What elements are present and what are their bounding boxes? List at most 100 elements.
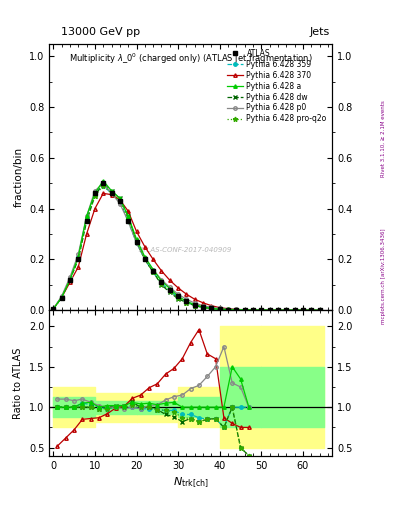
Pythia 6.428 pro-q2o bbox=[126, 216, 130, 222]
Pythia 6.428 370 bbox=[134, 228, 139, 234]
Pythia 6.428 359 bbox=[259, 307, 264, 313]
Pythia 6.428 p0 bbox=[309, 307, 314, 313]
Pythia 6.428 p0 bbox=[251, 307, 255, 313]
Pythia 6.428 a bbox=[92, 190, 97, 197]
Pythia 6.428 359 bbox=[126, 218, 130, 224]
Pythia 6.428 359 bbox=[251, 307, 255, 313]
Pythia 6.428 a bbox=[51, 306, 56, 312]
ATLAS bbox=[76, 257, 81, 263]
Pythia 6.428 p0 bbox=[301, 307, 305, 313]
Pythia 6.428 370 bbox=[251, 307, 255, 313]
Pythia 6.428 359 bbox=[143, 257, 147, 263]
Pythia 6.428 370 bbox=[259, 307, 264, 313]
Pythia 6.428 359 bbox=[209, 306, 214, 312]
Line: ATLAS: ATLAS bbox=[51, 181, 322, 313]
Pythia 6.428 a bbox=[167, 286, 172, 292]
ATLAS bbox=[201, 304, 206, 310]
Pythia 6.428 359 bbox=[284, 307, 289, 313]
Pythia 6.428 370 bbox=[284, 307, 289, 313]
ATLAS bbox=[134, 239, 139, 245]
Pythia 6.428 370 bbox=[184, 291, 189, 297]
Pythia 6.428 359 bbox=[176, 294, 180, 301]
Pythia 6.428 370 bbox=[143, 244, 147, 250]
Pythia 6.428 a bbox=[234, 307, 239, 313]
Pythia 6.428 370 bbox=[118, 197, 122, 203]
Pythia 6.428 dw bbox=[267, 307, 272, 313]
Pythia 6.428 a bbox=[151, 267, 156, 273]
Pythia 6.428 359 bbox=[109, 190, 114, 197]
Pythia 6.428 dw bbox=[59, 294, 64, 301]
Pythia 6.428 dw bbox=[251, 307, 255, 313]
Pythia 6.428 p0 bbox=[217, 305, 222, 311]
Pythia 6.428 a bbox=[59, 294, 64, 301]
ATLAS bbox=[143, 257, 147, 263]
Pythia 6.428 pro-q2o bbox=[76, 257, 81, 263]
Pythia 6.428 pro-q2o bbox=[118, 198, 122, 204]
Pythia 6.428 dw bbox=[209, 306, 214, 312]
Pythia 6.428 pro-q2o bbox=[259, 307, 264, 313]
Y-axis label: Ratio to ATLAS: Ratio to ATLAS bbox=[13, 347, 23, 419]
Line: Pythia 6.428 a: Pythia 6.428 a bbox=[51, 179, 321, 312]
Pythia 6.428 dw bbox=[184, 300, 189, 306]
Pythia 6.428 pro-q2o bbox=[143, 257, 147, 263]
Pythia 6.428 pro-q2o bbox=[184, 300, 189, 306]
Line: Pythia 6.428 370: Pythia 6.428 370 bbox=[51, 191, 321, 312]
Pythia 6.428 dw bbox=[234, 307, 239, 313]
ATLAS bbox=[292, 307, 297, 313]
Pythia 6.428 a bbox=[201, 304, 206, 310]
Pythia 6.428 359 bbox=[217, 306, 222, 312]
Pythia 6.428 359 bbox=[301, 307, 305, 313]
Pythia 6.428 370 bbox=[217, 305, 222, 311]
Pythia 6.428 dw bbox=[51, 306, 56, 312]
Line: Pythia 6.428 p0: Pythia 6.428 p0 bbox=[51, 181, 321, 312]
ATLAS bbox=[251, 307, 255, 313]
Pythia 6.428 p0 bbox=[134, 240, 139, 246]
Pythia 6.428 a bbox=[226, 306, 230, 312]
Pythia 6.428 p0 bbox=[292, 307, 297, 313]
Pythia 6.428 359 bbox=[292, 307, 297, 313]
Pythia 6.428 pro-q2o bbox=[68, 276, 72, 283]
X-axis label: $N_{\rm{trk[ch]}}$: $N_{\rm{trk[ch]}}$ bbox=[173, 476, 208, 490]
Pythia 6.428 dw bbox=[134, 239, 139, 245]
Pythia 6.428 dw bbox=[68, 276, 72, 283]
Pythia 6.428 p0 bbox=[101, 180, 106, 186]
Pythia 6.428 dw bbox=[317, 307, 322, 313]
Pythia 6.428 pro-q2o bbox=[209, 306, 214, 312]
Pythia 6.428 a bbox=[209, 305, 214, 311]
Pythia 6.428 359 bbox=[193, 302, 197, 308]
Pythia 6.428 370 bbox=[317, 307, 322, 313]
Pythia 6.428 dw bbox=[275, 307, 280, 313]
Pythia 6.428 370 bbox=[151, 257, 156, 263]
Pythia 6.428 a bbox=[184, 298, 189, 305]
ATLAS bbox=[242, 307, 247, 313]
Pythia 6.428 p0 bbox=[118, 201, 122, 207]
Pythia 6.428 dw bbox=[176, 296, 180, 302]
Pythia 6.428 pro-q2o bbox=[151, 269, 156, 275]
Pythia 6.428 dw bbox=[226, 307, 230, 313]
Pythia 6.428 370 bbox=[242, 307, 247, 313]
Pythia 6.428 359 bbox=[201, 304, 206, 310]
Pythia 6.428 dw bbox=[118, 196, 122, 202]
Pythia 6.428 a bbox=[159, 278, 164, 284]
Pythia 6.428 359 bbox=[101, 183, 106, 189]
Pythia 6.428 pro-q2o bbox=[159, 281, 164, 287]
Pythia 6.428 359 bbox=[118, 198, 122, 204]
Pythia 6.428 359 bbox=[159, 280, 164, 286]
Pythia 6.428 p0 bbox=[234, 306, 239, 312]
Pythia 6.428 pro-q2o bbox=[193, 303, 197, 309]
Y-axis label: fraction/bin: fraction/bin bbox=[13, 147, 23, 207]
Pythia 6.428 359 bbox=[84, 216, 89, 222]
Pythia 6.428 a bbox=[259, 307, 264, 313]
ATLAS bbox=[317, 307, 322, 313]
Pythia 6.428 p0 bbox=[201, 303, 206, 309]
Pythia 6.428 370 bbox=[167, 277, 172, 283]
ATLAS bbox=[151, 268, 156, 274]
Pythia 6.428 a bbox=[84, 213, 89, 219]
Pythia 6.428 pro-q2o bbox=[309, 307, 314, 313]
Pythia 6.428 dw bbox=[259, 307, 264, 313]
Pythia 6.428 359 bbox=[151, 269, 156, 275]
Pythia 6.428 p0 bbox=[242, 307, 247, 313]
Pythia 6.428 p0 bbox=[184, 296, 189, 303]
Pythia 6.428 pro-q2o bbox=[284, 307, 289, 313]
Pythia 6.428 a bbox=[301, 307, 305, 313]
